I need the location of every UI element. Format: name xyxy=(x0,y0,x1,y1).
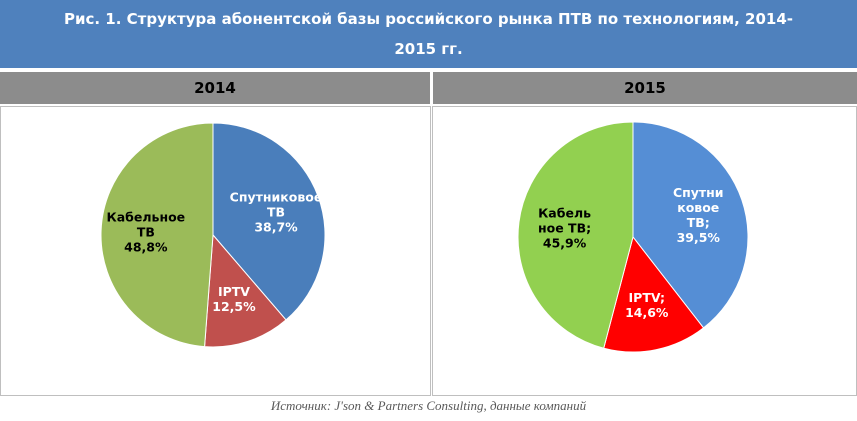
source: Источник: J'son & Partners Consulting, д… xyxy=(270,398,587,413)
slice-label: Кабельное ТВ; 45,9% xyxy=(535,206,595,251)
slice-label: IPTV; 14,6% xyxy=(617,290,677,320)
pie-slice xyxy=(632,121,749,329)
slice-label: IPTV 12,5% xyxy=(204,284,264,314)
pie-slice xyxy=(603,235,705,353)
slice-label: Кабельное ТВ 48,8% xyxy=(106,210,186,255)
category-label: Спутниковое ТВ xyxy=(229,189,323,220)
category-label: Кабельное ТВ; xyxy=(538,205,592,236)
chart-title: Рис. 1. Структура абонентской базы росси… xyxy=(0,0,857,68)
value-label: 39,5% xyxy=(676,229,720,245)
category-label: IPTV xyxy=(217,283,250,299)
panel-title: 2014 xyxy=(0,72,430,104)
panel-title: 2015 xyxy=(433,72,857,104)
value-label: 14,6% xyxy=(625,304,669,320)
value-label: 12,5% xyxy=(212,298,256,314)
slice-label: Спутниковое ТВ 38,7% xyxy=(221,189,331,234)
pie-slice xyxy=(212,122,326,321)
value-label: 48,8% xyxy=(124,239,168,255)
value-label: 38,7% xyxy=(254,219,298,235)
value-label: 45,9% xyxy=(542,235,587,251)
pie-slice xyxy=(100,122,214,348)
pie-slice xyxy=(204,233,287,348)
category-label: IPTV; xyxy=(628,289,665,305)
category-label: Кабельное ТВ xyxy=(106,209,186,240)
pie-slice xyxy=(517,121,634,349)
panel xyxy=(0,106,431,396)
category-label: Спутниковое ТВ; xyxy=(672,184,724,230)
slice-label: Спутниковое ТВ; 39,5% xyxy=(670,185,726,245)
